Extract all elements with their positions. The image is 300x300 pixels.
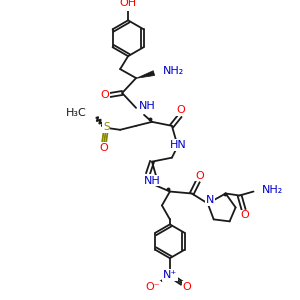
Text: O: O xyxy=(195,171,204,181)
Text: NH₂: NH₂ xyxy=(262,184,283,194)
Text: OH: OH xyxy=(119,0,137,8)
Text: O: O xyxy=(142,175,152,184)
Text: O: O xyxy=(182,282,191,292)
Text: N: N xyxy=(206,196,214,206)
Text: NH: NH xyxy=(144,176,160,186)
Text: S: S xyxy=(103,122,110,132)
Polygon shape xyxy=(136,71,155,78)
Text: NH: NH xyxy=(139,101,156,111)
Text: H₃C: H₃C xyxy=(66,108,86,118)
Text: O⁻: O⁻ xyxy=(146,282,160,292)
Text: O: O xyxy=(176,105,185,115)
Text: NH₂: NH₂ xyxy=(163,66,184,76)
Text: O: O xyxy=(101,90,110,100)
Text: O: O xyxy=(100,143,109,153)
Text: O: O xyxy=(240,210,249,220)
Text: N⁺: N⁺ xyxy=(163,270,177,280)
Text: HN: HN xyxy=(169,140,186,150)
